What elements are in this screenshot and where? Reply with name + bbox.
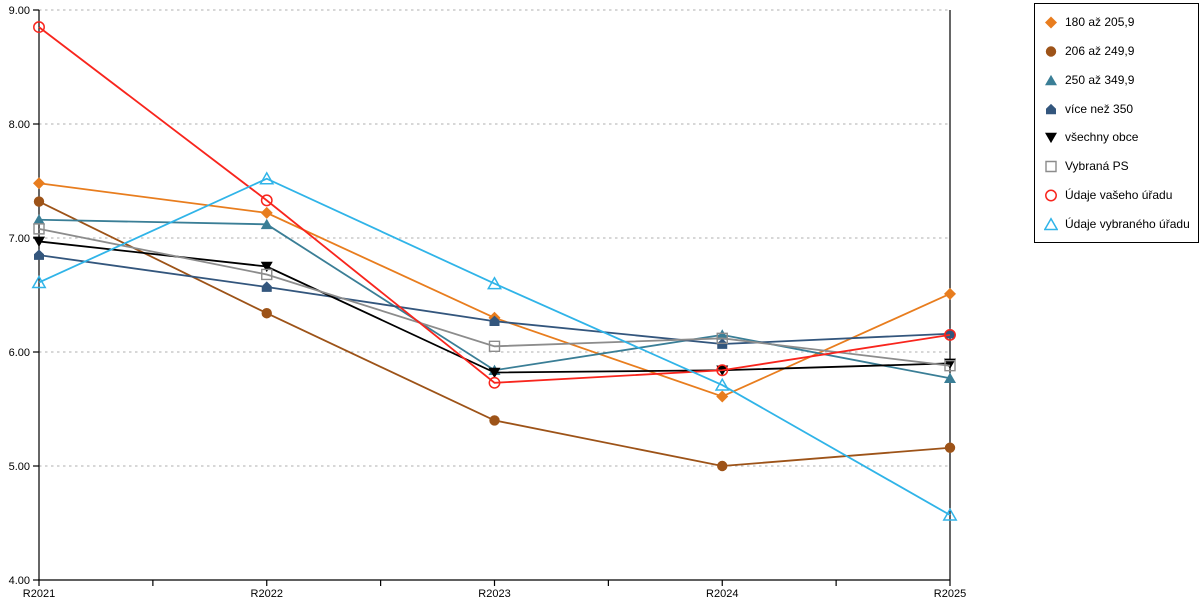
circle-open-marker [33, 21, 45, 33]
circle-marker [717, 460, 728, 472]
square-open-marker [1045, 160, 1057, 173]
legend-label: Vybraná PS [1065, 159, 1129, 174]
y-tick-label: 4.00 [9, 575, 30, 587]
circle-marker [944, 442, 956, 453]
diamond-marker [33, 177, 45, 190]
triangle-up-marker [1045, 74, 1057, 86]
legend-label: Údaje vybraného úřadu [1065, 216, 1190, 231]
legend-item: Údaje vašeho úřadu [1044, 188, 1196, 202]
legend-item: všechny obce [1044, 130, 1196, 144]
square-open-marker [716, 332, 728, 345]
series-line [38, 200, 951, 467]
circle-open-marker [944, 329, 956, 341]
legend-label: Údaje vašeho úřadu [1065, 187, 1173, 202]
pentagon-marker [489, 315, 500, 327]
series-line [38, 182, 951, 398]
pentagon-marker [34, 249, 44, 260]
x-tick-label: R2025 [934, 588, 966, 600]
circle-open-legend-icon [1045, 189, 1057, 202]
triangle-down-marker [33, 236, 45, 248]
series-line [38, 227, 951, 367]
circle-marker [1045, 46, 1057, 57]
circle-open-marker [488, 376, 501, 389]
y-tick-label: 5.00 [9, 461, 30, 473]
triangle-up-marker [260, 218, 273, 230]
triangle-open-marker [942, 507, 958, 521]
square-open-marker [488, 340, 501, 352]
circle-marker [489, 415, 500, 426]
triangle-down-marker [1045, 133, 1057, 144]
legend-label: 180 až 205,9 [1065, 15, 1135, 30]
legend-item: Vybraná PS [1044, 159, 1196, 173]
diamond-marker [1045, 16, 1057, 29]
circle-open-marker [716, 364, 729, 377]
triangle-down-marker [260, 261, 273, 273]
x-tick-label: R2022 [251, 588, 283, 600]
triangle-up-legend-icon [1045, 74, 1057, 86]
y-tick-label: 7.00 [9, 233, 30, 245]
legend-label: všechny obce [1065, 130, 1139, 145]
circle-open-marker [1045, 189, 1057, 202]
circle-open-marker [260, 194, 273, 207]
y-tick-label: 9.00 [9, 5, 30, 17]
circle-marker [33, 196, 45, 207]
chart-legend: 180 až 205,9 206 až 249,9 250 až 349,9 více… [1034, 3, 1199, 243]
legend-item: 206 až 249,9 [1044, 44, 1196, 58]
series-line [38, 177, 951, 516]
triangle-open-legend-icon [1044, 216, 1058, 230]
legend-item: více než 350 [1044, 102, 1196, 116]
triangle-open-marker [259, 171, 275, 185]
triangle-open-marker [487, 276, 502, 290]
square-open-marker [944, 359, 956, 372]
legend-label: více než 350 [1065, 101, 1134, 116]
diamond-marker [944, 287, 956, 300]
triangle-open-marker [1044, 216, 1058, 230]
diamond-marker [260, 206, 273, 219]
square-open-legend-icon [1045, 160, 1057, 173]
triangle-up-marker [33, 214, 45, 225]
legend-label: 206 až 249,9 [1065, 44, 1135, 59]
legend-label: 250 až 349,9 [1065, 72, 1135, 87]
pentagon-marker [261, 281, 272, 292]
square-open-marker [33, 223, 45, 235]
circle-marker [261, 308, 272, 319]
square-open-marker [261, 268, 273, 281]
x-tick-label: R2024 [706, 588, 738, 600]
triangle-down-legend-icon [1045, 133, 1057, 144]
pentagon-legend-icon [1046, 103, 1056, 114]
diamond-marker [716, 390, 729, 403]
x-tick-label: R2021 [23, 588, 55, 600]
legend-item: 180 až 205,9 [1044, 15, 1196, 29]
pentagon-marker [1046, 103, 1056, 114]
triangle-open-marker [31, 275, 47, 289]
legend-item: Údaje vybraného úřadu [1044, 216, 1196, 231]
diamond-legend-icon [1045, 16, 1057, 29]
triangle-up-marker [944, 372, 956, 384]
triangle-up-marker [716, 329, 729, 340]
triangle-open-marker [714, 377, 730, 391]
series-line [38, 26, 951, 384]
y-tick-label: 8.00 [9, 119, 30, 131]
y-tick-label: 6.00 [9, 347, 30, 359]
triangle-down-marker [488, 367, 501, 379]
legend-item: 250 až 349,9 [1044, 73, 1196, 87]
circle-legend-icon [1045, 46, 1057, 57]
x-tick-label: R2023 [478, 588, 510, 600]
